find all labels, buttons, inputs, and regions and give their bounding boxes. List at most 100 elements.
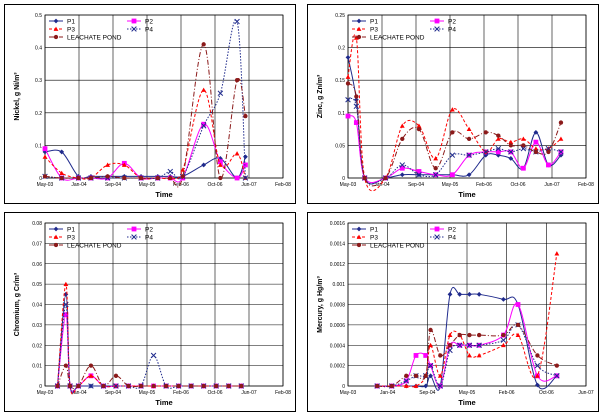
zinc-point-leachate-pond — [558, 120, 564, 125]
mercury-point-p4-stroke-b — [403, 378, 410, 384]
chromium-point-p4 — [63, 301, 69, 308]
zinc-xtick-label: Oct-06 — [510, 182, 525, 188]
zinc-point-p4 — [466, 152, 472, 158]
nickel-point-p4 — [242, 175, 249, 181]
nickel-legend-marker-p4-stroke-b — [131, 26, 137, 32]
mercury-point-p2 — [515, 302, 521, 307]
chromium-series-p2 — [55, 312, 244, 393]
zinc-series-p2 — [345, 113, 564, 184]
mercury-x-axis-title: Time — [458, 398, 475, 407]
zinc-point-p3 — [520, 136, 526, 141]
chromium-point-leachate-pond — [138, 383, 144, 389]
zinc-point-leachate-pond — [362, 175, 367, 181]
zinc-series-line-p2 — [347, 115, 562, 184]
chromium-ytick-label: 0.02 — [32, 343, 42, 349]
mercury-ytick-label: 0.0006 — [330, 323, 346, 329]
nickel-legend-marker-leachate-pond — [53, 34, 59, 40]
nickel-point-leachate-pond — [168, 175, 173, 181]
nickel-point-leachate-pond — [218, 175, 223, 181]
zinc-legend-marker-p4-stroke-b — [434, 26, 440, 32]
mercury-point-leachate-pond — [428, 327, 433, 333]
mercury-ytick-label: 0.0012 — [330, 262, 346, 268]
zinc-point-p4-stroke-b — [483, 149, 489, 155]
zinc-legend-label-p3: P3 — [370, 26, 378, 33]
zinc-ytick-label: 0.2 — [338, 46, 345, 52]
zinc-point-p2 — [495, 149, 501, 155]
nickel-point-p3 — [201, 87, 207, 92]
nickel-point-p2 — [234, 175, 240, 181]
chromium-point-leachate-pond — [113, 373, 119, 378]
nickel-series-line-leachate-pond — [44, 43, 246, 188]
chromium-legend-marker-p2 — [131, 226, 137, 232]
chromium-ytick-label: 0.01 — [32, 364, 42, 370]
mercury-legend-marker-p4 — [434, 234, 440, 240]
chromium-xtick-label: May-03 — [37, 390, 54, 396]
nickel-point-leachate-pond — [88, 175, 94, 181]
chromium-ytick-label: 0.08 — [32, 221, 42, 227]
zinc-y-axis-title: Zinc, g Zn/m³ — [317, 74, 324, 118]
nickel-xtick-label: Feb-06 — [173, 182, 189, 188]
zinc-chart-panel: 0 0.05 0.1 0.15 0.2 0.25 May-03 Jan-04 Sep-04 May… — [307, 4, 599, 204]
zinc-point-p3 — [433, 156, 439, 161]
chromium-point-p4-stroke-b — [150, 352, 157, 359]
mercury-point-p4 — [447, 347, 453, 354]
mercury-point-p4 — [534, 362, 541, 369]
mercury-legend-label-p1: P1 — [370, 226, 378, 233]
mercury-point-p4 — [476, 342, 482, 349]
zinc-plot-area — [347, 14, 587, 179]
chromium-xtick-label: Feb-06 — [173, 390, 189, 396]
zinc-point-p2 — [533, 139, 539, 145]
zinc-legend-label-leachate-pond: LEACHATE POND — [370, 34, 425, 41]
zinc-point-p4 — [416, 171, 422, 178]
zinc-point-leachate-pond — [400, 136, 405, 142]
chromium-point-leachate-pond — [214, 383, 219, 389]
zinc-xtick-label: Sep-04 — [408, 182, 424, 188]
mercury-legend: P1 P2 P3 P4 LEACHATE POND — [352, 226, 456, 249]
chromium-chart: 0 0.01 0.02 0.03 0.04 0.05 0.06 0.07 0.08 May-03 J… — [14, 221, 291, 407]
mercury-legend-marker-p1 — [356, 226, 362, 232]
zinc-point-leachate-pond — [546, 149, 551, 155]
chromium-ytick-label: 0 — [39, 384, 42, 390]
chromium-point-leachate-pond — [188, 383, 194, 389]
zinc-point-p4 — [558, 149, 564, 155]
nickel-ytick-label: 0.3 — [35, 78, 42, 84]
chromium-ytick-label: 0.03 — [32, 323, 42, 329]
mercury-point-p3 — [501, 342, 506, 348]
mercury-point-p1 — [467, 291, 472, 297]
mercury-point-leachate-pond — [423, 373, 428, 378]
nickel-legend-marker-p3 — [53, 26, 59, 31]
mercury-xtick-label: Jan-04 — [380, 390, 396, 396]
nickel-xtick-label: May-03 — [37, 182, 54, 188]
mercury-ytick-label: 0.0004 — [330, 343, 346, 349]
mercury-legend-label-leachate-pond: LEACHATE POND — [370, 242, 425, 249]
chromium-point-p4-stroke-b — [88, 383, 94, 389]
chromium-point-p3 — [63, 281, 69, 287]
mercury-point-p4-stroke-b — [466, 342, 473, 349]
mercury-ytick-label: 0.001 — [332, 282, 345, 288]
chromium-legend-label-p2: P2 — [145, 226, 153, 233]
zinc-legend-marker-leachate-pond — [356, 34, 362, 40]
nickel-point-p3 — [59, 170, 65, 176]
mercury-point-p3 — [467, 353, 472, 358]
mercury-point-p4-stroke-b — [554, 373, 560, 379]
mercury-point-p4 — [427, 362, 434, 369]
nickel-point-p4-stroke-b — [217, 90, 224, 96]
nickel-ytick-label: 0.1 — [35, 143, 42, 149]
zinc-point-p4 — [520, 145, 527, 152]
nickel-legend-label-p2: P2 — [145, 18, 153, 25]
zinc-legend-label-p4: P4 — [448, 26, 456, 33]
nickel-point-leachate-pond — [234, 78, 240, 83]
chromium-legend-marker-p3 — [53, 234, 59, 239]
nickel-xtick-label: Jan-04 — [71, 182, 87, 188]
zinc-point-leachate-pond — [433, 166, 438, 171]
zinc-point-leachate-pond — [521, 143, 526, 148]
zinc-ytick-label: 0.25 — [335, 13, 345, 19]
mercury-point-leachate-pond — [389, 383, 394, 389]
mercury-plot-area — [347, 222, 587, 387]
nickel-point-p4-stroke-b — [167, 168, 174, 175]
zinc-point-p4-stroke-b — [432, 171, 439, 178]
nickel-point-leachate-pond — [42, 174, 48, 179]
zinc-legend-marker-p2 — [434, 18, 440, 24]
mercury-xtick-label: May-05 — [459, 390, 476, 396]
